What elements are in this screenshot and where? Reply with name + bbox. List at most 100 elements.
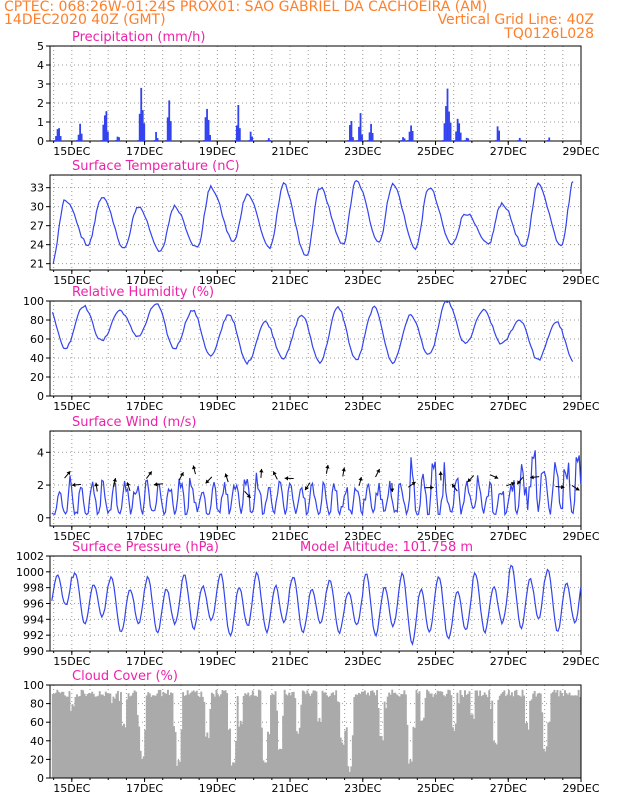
cloud-bar <box>370 690 372 778</box>
cloud-bar <box>415 690 418 778</box>
precip-bar <box>367 140 369 141</box>
cloud-bar <box>141 759 144 778</box>
cloud-bar <box>323 692 325 778</box>
precip-bar <box>235 125 238 141</box>
cloud-bar <box>545 746 548 778</box>
cloud-bar <box>277 749 280 778</box>
precip-bar <box>249 131 252 141</box>
precip-bar <box>446 88 449 141</box>
precip-bar <box>407 140 409 141</box>
precip-bar <box>548 137 551 141</box>
cloud-bar <box>235 740 238 778</box>
cloud-bar <box>517 695 519 778</box>
precip-bar <box>207 119 210 141</box>
precip-bar <box>269 140 272 141</box>
precip-bar <box>266 140 269 141</box>
y-tick-label: 994 <box>23 613 44 626</box>
precip-bar <box>143 123 146 141</box>
cloud-bar <box>106 693 109 778</box>
cloud-bar <box>365 694 368 778</box>
wind-arrow-head <box>376 468 380 473</box>
cloud-bar <box>121 725 124 778</box>
cloud-bar <box>494 742 497 778</box>
cloud-bar <box>362 691 365 778</box>
precip-bar <box>448 111 450 141</box>
cloud-bar <box>60 691 63 778</box>
x-tick-label: 27DEC <box>490 782 527 795</box>
cloud-bar <box>439 691 442 778</box>
cloud-bar <box>213 696 216 778</box>
cloud-bar <box>538 692 541 778</box>
precip-bar <box>55 136 57 141</box>
y-tick-label: 990 <box>23 645 44 658</box>
wind-arrow-head <box>325 464 330 469</box>
precip-bar <box>352 137 354 141</box>
precip-bar <box>368 132 371 141</box>
cloud-bar <box>306 690 309 778</box>
precip-bar <box>80 133 83 141</box>
cloud-bar <box>54 692 57 778</box>
header-code: TQ0126L028 <box>504 26 594 42</box>
cloud-bar <box>144 729 147 778</box>
precip-bar <box>267 138 270 141</box>
cloud-bar <box>380 735 383 778</box>
precip-bar <box>106 131 109 141</box>
cloud-bar <box>417 693 419 778</box>
cloud-bar <box>101 694 104 778</box>
cloud-bar <box>176 765 178 778</box>
cloud-bar <box>559 690 562 778</box>
cloud-bar <box>165 693 168 778</box>
cloud-bar <box>483 692 486 778</box>
cloud-bar <box>448 690 451 778</box>
wind-arrow-head <box>112 478 117 482</box>
precip-bar <box>116 136 119 141</box>
x-tick-label: 19DEC <box>199 145 236 158</box>
cloud-bar <box>430 693 433 778</box>
panel-annotation: Model Altitude: 101.758 m <box>300 540 473 555</box>
precip-bar <box>103 115 106 141</box>
cloud-bar <box>345 727 348 778</box>
cloud-bar <box>218 696 221 778</box>
cloud-bar <box>535 696 538 778</box>
cloud-bar <box>406 724 409 778</box>
cloud-bar <box>462 696 465 778</box>
cloud-bar <box>223 691 225 778</box>
cloud-bar <box>414 727 416 778</box>
cloud-bar <box>123 723 125 778</box>
cloud-bar <box>421 720 424 778</box>
cloud-bar <box>241 723 244 778</box>
wind-arrow-head <box>284 476 289 481</box>
precip-bar <box>153 140 156 141</box>
precip-bar <box>59 136 62 141</box>
x-tick-label: 21DEC <box>271 274 308 287</box>
cloud-bar <box>476 690 479 778</box>
precip-bar <box>356 140 359 141</box>
precip-bar <box>77 134 80 141</box>
precip-bar <box>248 140 251 141</box>
panel-0: 0 1 2 3 4 5 15DEC 17DEC 19DEC 21DEC 23DEC 25DEC 27DE… <box>37 30 600 158</box>
cloud-bar <box>86 693 89 778</box>
x-tick-label: 21DEC <box>271 782 308 795</box>
cloud-bar <box>109 693 112 778</box>
precip-bar <box>518 137 521 141</box>
precip-bar <box>359 113 362 141</box>
precip-bar <box>350 120 353 141</box>
cloud-bar <box>127 693 130 778</box>
precip-bar <box>238 128 241 141</box>
cloud-bar <box>403 690 406 778</box>
y-tick-label: 0 <box>37 135 44 148</box>
cloud-bar <box>400 693 403 778</box>
wind-arrow-head <box>341 467 346 472</box>
cloud-bar <box>529 700 532 778</box>
cloud-bar <box>68 691 71 778</box>
header-grid-line: Vertical Grid Line: 40Z <box>437 12 594 28</box>
cloud-bar <box>194 692 197 778</box>
x-tick-label: 27DEC <box>490 274 527 287</box>
precip-bar <box>408 131 411 141</box>
cloud-bar <box>497 699 500 778</box>
cloud-bar <box>183 695 186 778</box>
cloud-bar <box>98 691 101 778</box>
precip-bar <box>455 131 458 141</box>
cloud-bar <box>492 740 495 778</box>
cloud-bar <box>192 690 195 778</box>
